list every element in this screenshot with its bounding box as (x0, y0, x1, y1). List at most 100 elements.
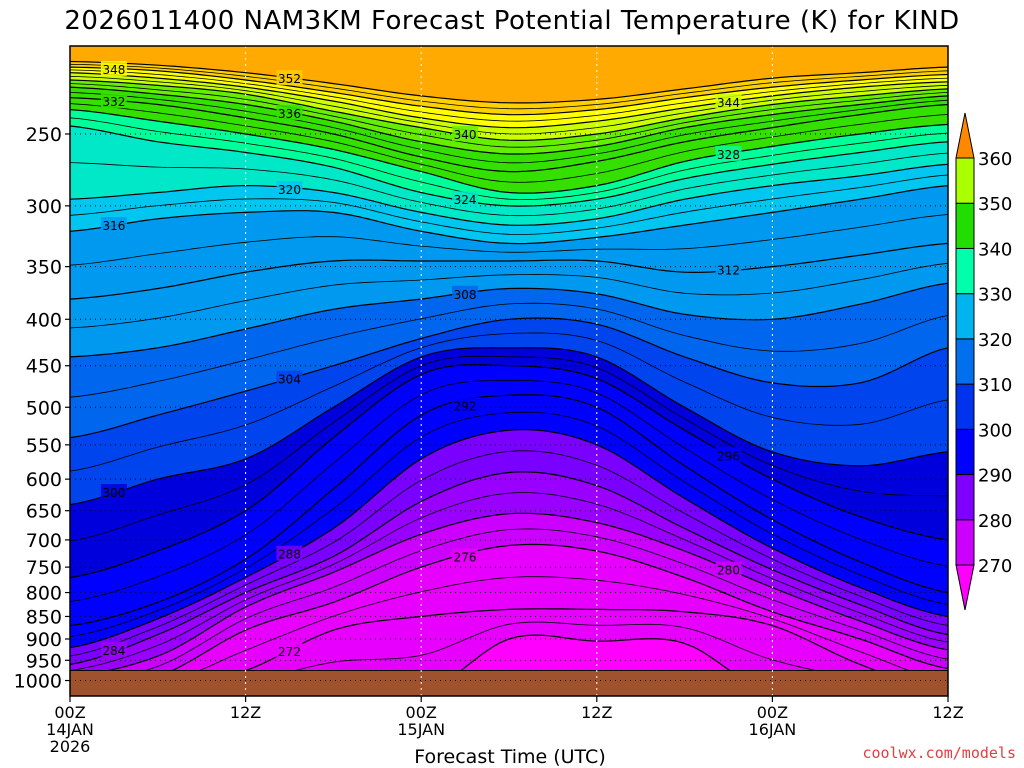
svg-text:308: 308 (454, 288, 477, 302)
colorbar-label-360: 360 (978, 149, 1012, 170)
ground-layer (70, 670, 948, 696)
contour-label-320: 320 (276, 181, 303, 197)
contour-label-layer: 272 276 280 284 288 292 296 300 304 308 312 316 320 3… (100, 60, 742, 659)
contour-label-296: 296 (715, 447, 742, 463)
isentrope-336 (70, 86, 948, 155)
colorbar-label-300: 300 (978, 420, 1012, 441)
contour-label-300: 300 (100, 484, 127, 500)
isentrope-minor-322 (70, 152, 948, 217)
svg-text:316: 316 (102, 219, 125, 233)
isentrope-300 (70, 347, 948, 506)
colorbar-label-340: 340 (978, 239, 1012, 260)
contour-label-352: 352 (276, 70, 303, 86)
contour-label-308: 308 (452, 285, 479, 302)
svg-text:336: 336 (278, 107, 301, 121)
colorbar-seg-350 (955, 157, 975, 204)
colorbar-seg-270 (955, 519, 975, 566)
isentrope-minor-290 (70, 411, 948, 637)
contour-label-348: 348 (100, 60, 127, 77)
contour-label-276: 276 (452, 548, 479, 564)
contour-label-344: 344 (715, 93, 742, 110)
contour-label-280: 280 (715, 561, 742, 578)
colorbar-label-310: 310 (978, 375, 1012, 396)
contour-label-324: 324 (452, 191, 479, 207)
y-tick-label-950: 950 (26, 650, 62, 672)
isentrope-292 (70, 394, 948, 627)
colorbar-seg-320 (955, 293, 975, 340)
credit-text: coolwx.com/models (862, 744, 1016, 762)
isentrope-minor-330 (70, 103, 948, 183)
isentrope-minor-278 (70, 528, 948, 686)
isentrope-minor-302 (70, 332, 948, 472)
colorbar-label-280: 280 (978, 511, 1012, 532)
contour-label-332: 332 (100, 93, 127, 109)
svg-text:344: 344 (717, 96, 740, 110)
contour-label-304: 304 (276, 370, 303, 387)
isentrope-320 (70, 163, 948, 226)
svg-text:352: 352 (278, 72, 301, 86)
contour-label-336: 336 (276, 104, 303, 121)
isentrope-minor-274 (70, 576, 948, 695)
svg-text:296: 296 (717, 449, 740, 463)
x-tick-label-60-0: 12Z (932, 703, 963, 722)
isentrope-minor-346 (70, 69, 948, 122)
x-tick-label-0-2: 2026 (50, 737, 91, 756)
svg-text:304: 304 (278, 373, 301, 387)
y-tick-label-850: 850 (26, 606, 62, 628)
isentrope-minor-318 (70, 174, 948, 235)
colorbar-label-270: 270 (978, 556, 1012, 577)
isentrope-minor-298 (70, 355, 948, 542)
colorbar-label-350: 350 (978, 194, 1012, 215)
colorbar-seg-310 (955, 338, 975, 385)
x-tick-label-0-1: 14JAN (46, 720, 94, 739)
x-tick-label-24-0: 00Z (406, 703, 437, 722)
svg-text:288: 288 (278, 548, 301, 562)
ground-fill (70, 670, 948, 696)
y-tick-label-500: 500 (26, 397, 62, 419)
x-tick-label-48-0: 00Z (757, 703, 788, 722)
isentrope-324 (70, 125, 948, 207)
svg-text:328: 328 (717, 148, 740, 162)
contour-label-340: 340 (452, 125, 479, 142)
svg-text:276: 276 (454, 550, 477, 564)
isentrope-312 (70, 242, 948, 300)
isentrope-296 (70, 364, 948, 579)
contour-label-292: 292 (452, 397, 479, 413)
y-tick-label-550: 550 (26, 435, 62, 457)
y-tick-label-350: 350 (26, 257, 62, 279)
x-tick-label-48-1: 16JAN (749, 720, 797, 739)
isentrope-340 (70, 79, 948, 142)
svg-text:340: 340 (454, 128, 477, 142)
x-tick-label-0-0: 00Z (54, 703, 85, 722)
isentrope-304 (70, 317, 948, 439)
svg-text:324: 324 (454, 193, 477, 207)
svg-text:272: 272 (278, 645, 301, 659)
colorbar-seg-280 (955, 474, 975, 521)
x-tick-label-12-0: 12Z (230, 703, 261, 722)
colorbar-seg-290 (955, 428, 975, 476)
y-tick-label-1000: 1000 (14, 671, 62, 693)
colorbar-label-320: 320 (978, 330, 1012, 351)
isentrope-332 (70, 97, 948, 173)
svg-text:284: 284 (102, 644, 125, 658)
isentrope-288 (70, 428, 948, 649)
isentrope-276 (70, 543, 948, 695)
y-tick-label-600: 600 (26, 469, 62, 491)
colorbar-label-330: 330 (978, 285, 1012, 306)
chart-title: 2026011400 NAM3KM Forecast Potential Tem… (64, 6, 960, 36)
y-tick-label-400: 400 (26, 309, 62, 331)
isentrope-308 (70, 282, 948, 358)
isentrope-minor-334 (70, 92, 948, 164)
contour-label-288: 288 (276, 545, 303, 562)
isentrope-minor-342 (70, 75, 948, 135)
isentrope-minor-306 (70, 302, 948, 398)
colorbar-label-290: 290 (978, 466, 1012, 487)
isentrope-minor-314 (70, 214, 948, 266)
contour-label-312: 312 (715, 261, 742, 277)
y-tick-label-250: 250 (26, 124, 62, 146)
x-axis-label: Forecast Time (UTC) (414, 746, 606, 768)
isentrope-minor-286 (70, 450, 948, 657)
isentrope-minor-338 (70, 83, 948, 148)
